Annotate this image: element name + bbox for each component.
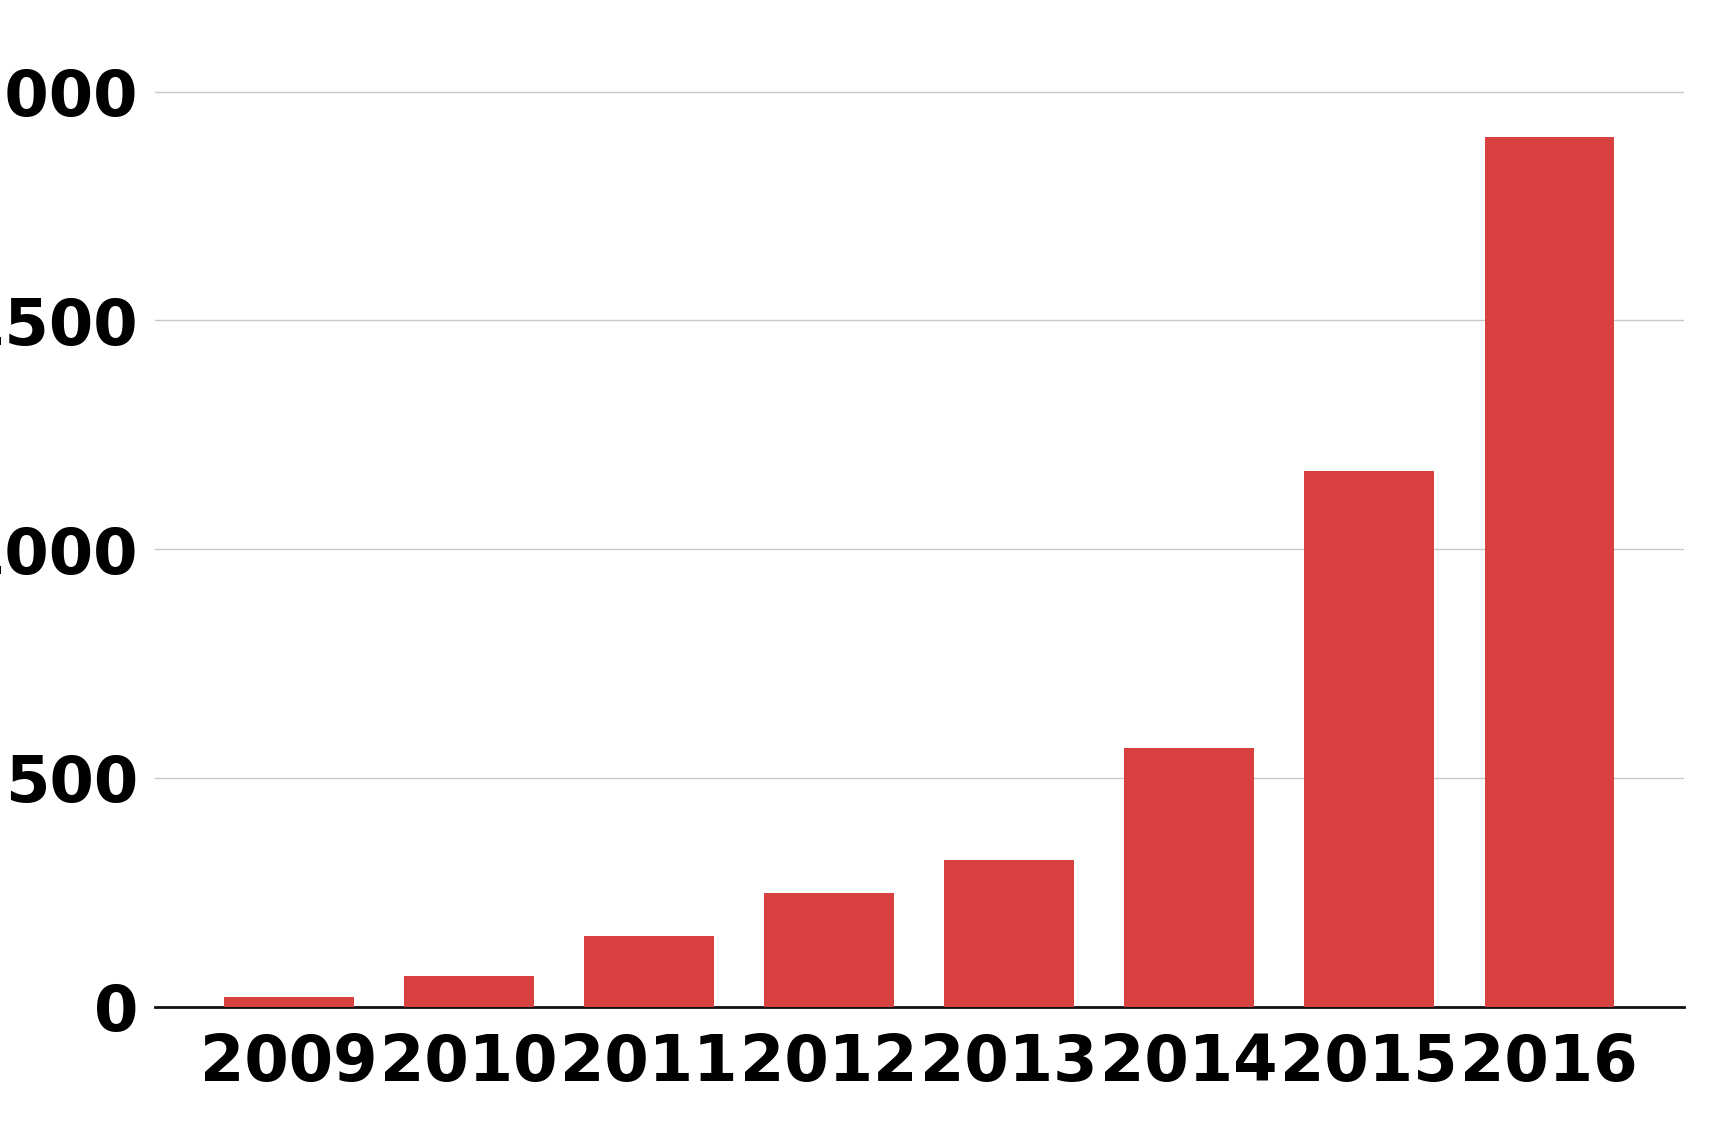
Bar [223, 996, 354, 1007]
Bar [945, 860, 1074, 1007]
Bar [1124, 748, 1254, 1007]
Bar [404, 976, 534, 1007]
Bar [765, 893, 893, 1007]
Bar [584, 936, 715, 1007]
Bar [1304, 471, 1435, 1007]
Bar [1484, 137, 1615, 1007]
